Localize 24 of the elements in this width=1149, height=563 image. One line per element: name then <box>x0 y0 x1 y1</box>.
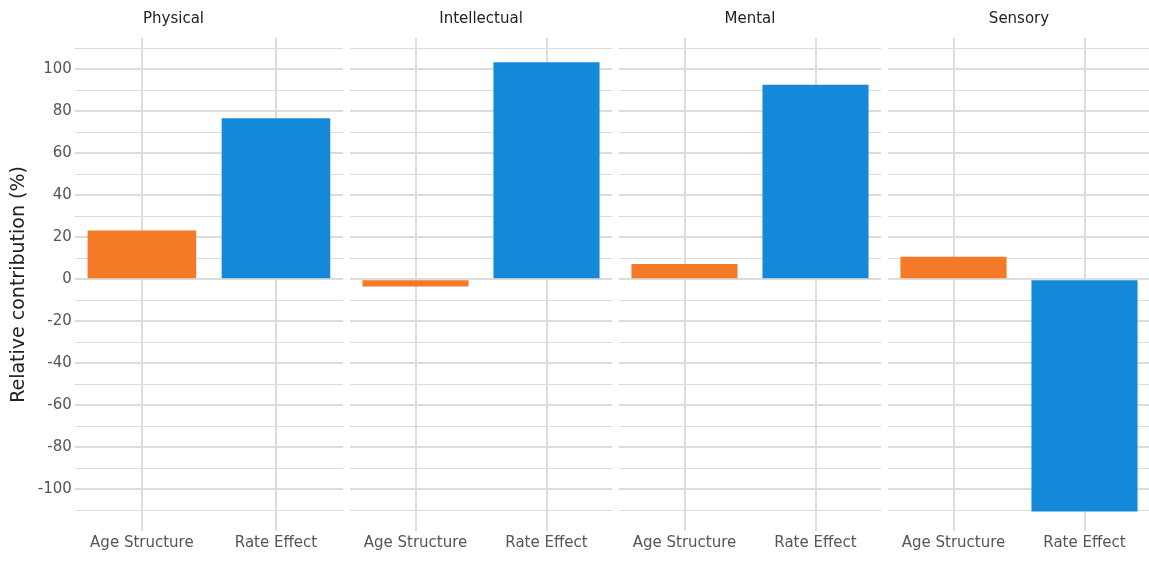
x-tick-label: Age Structure <box>363 532 468 551</box>
y-tick-label: -40 <box>47 353 72 372</box>
y-tick-label: 20 <box>52 227 72 246</box>
y-tick-label: 40 <box>52 185 72 204</box>
y-tick-label: 0 <box>62 269 72 288</box>
y-tick-label: -100 <box>37 478 72 497</box>
y-tick-label: 100 <box>43 59 72 78</box>
x-tick-label: Rate Effect <box>234 532 318 551</box>
y-tick-label: 60 <box>52 143 72 162</box>
x-tick-label: Age Structure <box>632 532 737 551</box>
y-tick-label: -80 <box>47 436 72 455</box>
x-tick-label: Age Structure <box>901 532 1006 551</box>
chart-title: Sensory <box>988 8 1050 27</box>
y-tick-label: 80 <box>52 101 72 120</box>
y-tick-label: -60 <box>47 395 72 414</box>
y-axis-title: Relative contribution (%) <box>6 166 29 403</box>
chart-title: Mental <box>724 8 776 27</box>
x-tick-label: Rate Effect <box>1043 532 1126 551</box>
chart-title: Physical <box>142 8 205 27</box>
x-tick-label: Age Structure <box>90 532 194 551</box>
x-tick-label: Rate Effect <box>774 532 857 551</box>
chart-title: Intellectual <box>439 8 523 27</box>
y-tick-label: -20 <box>47 311 72 330</box>
x-tick-label: Rate Effect <box>505 532 588 551</box>
